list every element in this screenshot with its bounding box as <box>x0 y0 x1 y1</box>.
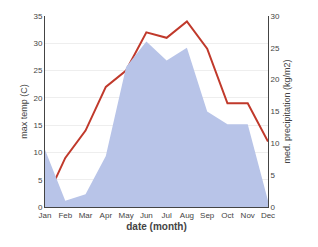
svg-text:Mar: Mar <box>79 211 93 220</box>
svg-text:5: 5 <box>271 171 276 180</box>
svg-text:25: 25 <box>271 44 280 53</box>
svg-text:Oct: Oct <box>221 211 234 220</box>
svg-text:15: 15 <box>271 107 280 116</box>
svg-text:med. precipitation (kg/m2): med. precipitation (kg/m2) <box>282 59 292 163</box>
svg-text:Nov: Nov <box>241 211 255 220</box>
svg-text:Feb: Feb <box>58 211 72 220</box>
svg-text:date (month): date (month) <box>126 221 187 232</box>
svg-text:20: 20 <box>271 75 280 84</box>
svg-text:20: 20 <box>33 94 42 103</box>
svg-text:Dec: Dec <box>261 211 275 220</box>
svg-text:Aug: Aug <box>180 211 194 220</box>
svg-text:0: 0 <box>271 203 276 212</box>
svg-text:5: 5 <box>38 176 43 185</box>
svg-text:10: 10 <box>271 139 280 148</box>
svg-text:Jun: Jun <box>140 211 153 220</box>
svg-text:10: 10 <box>33 148 42 157</box>
svg-text:30: 30 <box>271 12 280 21</box>
svg-text:max temp (C): max temp (C) <box>19 84 29 139</box>
svg-text:15: 15 <box>33 121 42 130</box>
svg-text:Jul: Jul <box>162 211 172 220</box>
svg-text:May: May <box>119 211 134 220</box>
svg-text:25: 25 <box>33 66 42 75</box>
svg-text:Apr: Apr <box>100 211 113 220</box>
svg-text:Jan: Jan <box>39 211 52 220</box>
svg-text:30: 30 <box>33 39 42 48</box>
svg-text:35: 35 <box>33 12 42 21</box>
svg-text:0: 0 <box>38 203 43 212</box>
svg-text:Sep: Sep <box>200 211 215 220</box>
